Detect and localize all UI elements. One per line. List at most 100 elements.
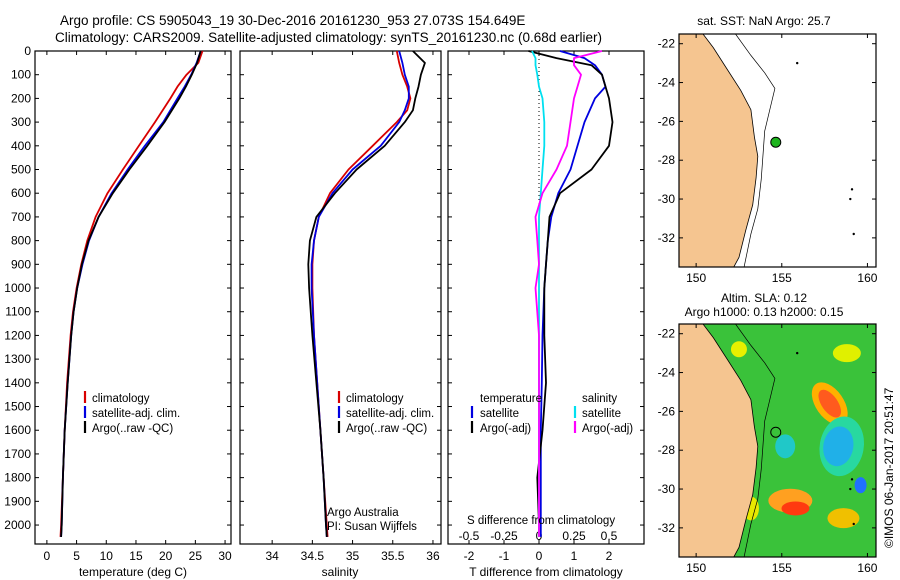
island-dot — [852, 232, 855, 236]
y-tick-label: 900 — [11, 257, 31, 271]
sla-anomaly-patch — [818, 389, 842, 418]
map-y-tick-label: -30 — [658, 192, 676, 206]
legend-climatology-label: climatology — [92, 393, 150, 405]
imos-credit: ©IMOS 06-Jan-2017 20:51:47 — [882, 387, 896, 548]
legend-s-argo-label: Argo(-adj) — [582, 423, 633, 435]
series-line-climatology — [311, 50, 412, 537]
y-tick-label: 100 — [11, 68, 31, 82]
t-difference-axis-label: T difference from climatology — [469, 565, 623, 579]
y-tick-label: 1700 — [4, 447, 31, 461]
y-tick-label: 0 — [24, 44, 31, 58]
s-difference-axis-label: S difference from climatology — [467, 515, 615, 527]
series-line-s-argo-adj- — [534, 50, 603, 537]
land-australia — [679, 34, 759, 267]
title-line-2: Climatology: CARS2009. Satellite-adjuste… — [55, 30, 602, 45]
series-line-argo-raw-qc- — [60, 50, 202, 537]
sla-anomaly-patch — [781, 501, 810, 516]
series-line-t-satellite — [539, 50, 607, 537]
x-tick-label: 0 — [536, 549, 543, 563]
island-dot — [796, 351, 799, 355]
legend-temperature-title: temperature — [480, 393, 542, 405]
sla-anomaly-patch — [823, 426, 854, 467]
island-dot — [849, 487, 852, 491]
sst-map-title: sat. SST: NaN Argo: 25.7 — [697, 14, 831, 28]
x-tick-label: 35 — [346, 549, 360, 563]
isobath-line — [735, 34, 776, 267]
x-tick-label: 34.5 — [301, 549, 325, 563]
temperature-axes — [34, 50, 232, 545]
y-tick-label: 700 — [11, 210, 31, 224]
y-tick-label: 800 — [11, 234, 31, 248]
sla-anomaly-patch — [775, 434, 796, 459]
map-x-tick-label: 155 — [772, 561, 792, 575]
legend-s-satellite-label: satellite — [582, 408, 621, 420]
sla-anomaly-patch — [832, 344, 861, 363]
difference-axes — [447, 50, 645, 545]
map-y-tick-label: -30 — [658, 482, 676, 496]
y-tick-label: 600 — [11, 186, 31, 200]
s-tick-label: -0.5 — [459, 529, 480, 543]
map-content — [679, 34, 855, 267]
legend-t-argo-label: Argo(-adj) — [480, 423, 531, 435]
y-tick-label: 1100 — [5, 305, 31, 319]
y-tick-label: 1200 — [4, 328, 31, 342]
temperature-axis-label: temperature (deg C) — [79, 565, 187, 579]
island-dot — [796, 61, 799, 65]
sla-map: 150 155 160 -22 -24 -26 -28 -30 -32 — [658, 323, 878, 575]
sst-map: 150 155 160 -22 -24 -26 -28 -30 -32 — [658, 33, 878, 285]
y-tick-label: 1500 — [4, 400, 31, 414]
y-tick-label: 1400 — [4, 376, 31, 390]
map-frame — [678, 323, 877, 558]
y-tick-label: 200 — [11, 91, 31, 105]
x-tick-label: -1 — [499, 549, 510, 563]
sla-anomaly-patch — [730, 341, 747, 358]
y-tick-label: 1600 — [4, 423, 31, 437]
map-x-tick-label: 155 — [772, 271, 792, 285]
argo-australia-note: Argo Australia — [327, 507, 399, 519]
y-tick-label: 1900 — [4, 494, 31, 508]
map-y-tick-label: -26 — [658, 114, 676, 128]
series-line-climatology — [59, 50, 204, 537]
series-line-satellite-adj-clim- — [60, 50, 202, 537]
x-tick-label: -2 — [464, 549, 475, 563]
legend-argo-label: Argo(..raw -QC) — [346, 423, 427, 435]
map-x-tick-label: 150 — [686, 561, 706, 575]
map-y-tick-label: -24 — [658, 76, 676, 90]
x-tick-label: 35.5 — [381, 549, 405, 563]
x-tick-label: 1 — [571, 549, 578, 563]
float-position-marker — [770, 426, 782, 438]
x-tick-label: 25 — [189, 549, 203, 563]
sla-anomaly-patch — [854, 477, 867, 494]
y-tick-label: 1300 — [4, 352, 31, 366]
x-tick-label: 36 — [426, 549, 440, 563]
map-y-tick-label: -28 — [658, 443, 676, 457]
map-x-tick-label: 160 — [857, 271, 877, 285]
sla-map-title-1: Altim. SLA: 0.12 — [721, 291, 807, 305]
map-y-tick-label: -24 — [658, 366, 676, 380]
x-tick-label: 15 — [129, 549, 143, 563]
salinity-panel: 34 34.5 35 35.5 36 — [240, 50, 441, 563]
s-tick-label: 0.5 — [601, 529, 618, 543]
y-tick-label: 300 — [11, 115, 31, 129]
title-line-1: Argo profile: CS 5905043_19 30-Dec-2016 … — [60, 13, 525, 28]
y-tick-label: 2000 — [4, 518, 31, 532]
legend-satellite-label: satellite-adj. clim. — [92, 408, 180, 420]
x-tick-label: 0 — [44, 549, 51, 563]
legend-t-satellite-label: satellite — [480, 408, 519, 420]
x-tick-label: 2 — [606, 549, 613, 563]
x-tick-label: 30 — [218, 549, 232, 563]
x-tick-label: 5 — [73, 549, 80, 563]
legend-argo-label: Argo(..raw -QC) — [92, 423, 173, 435]
pi-note: PI: Susan Wijffels — [327, 521, 417, 533]
map-x-tick-label: 160 — [857, 561, 877, 575]
s-tick-label: -0.25 — [490, 529, 518, 543]
y-tick-label: 500 — [11, 163, 31, 177]
s-tick-label: 0.25 — [562, 529, 586, 543]
series-line-argo-raw-qc- — [307, 50, 426, 537]
x-tick-label: 20 — [159, 549, 173, 563]
isobath-line — [735, 324, 776, 557]
map-content — [679, 324, 876, 557]
salinity-legend: climatology satellite-adj. clim. Argo(..… — [327, 391, 434, 533]
